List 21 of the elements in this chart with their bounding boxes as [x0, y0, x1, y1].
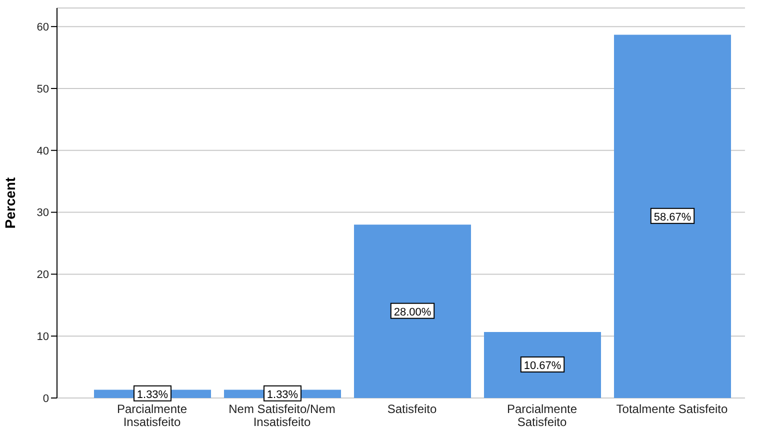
- x-tick-label: Satisfeito: [387, 402, 438, 416]
- bar: [484, 332, 601, 398]
- y-tick-label: 50: [36, 83, 49, 96]
- y-axis-title: Percent: [2, 176, 18, 229]
- x-tick-label: Parcialmente Satisfeito: [506, 402, 578, 429]
- data-label: 1.33%: [136, 388, 168, 401]
- x-tick-label: Totalmente Satisfeito: [616, 402, 728, 416]
- data-label: 1.33%: [266, 388, 298, 401]
- y-tick-label: 20: [36, 269, 49, 282]
- y-tick-label: 0: [42, 392, 49, 405]
- bar: [354, 224, 471, 398]
- bar: [614, 34, 731, 398]
- y-tick-label: 60: [36, 21, 49, 34]
- data-label: 28.00%: [394, 306, 432, 318]
- y-tick-label: 30: [36, 207, 49, 220]
- y-tick-label: 10: [36, 331, 49, 343]
- x-tick-label: Parcialmente Insatisfeito: [116, 402, 188, 429]
- x-tick-label: Nem Satisfeito/Nem Insatisfeito: [228, 402, 336, 429]
- data-label: 10.67%: [524, 360, 562, 372]
- data-label: 58.67%: [654, 211, 692, 224]
- y-tick-label: 40: [36, 145, 49, 158]
